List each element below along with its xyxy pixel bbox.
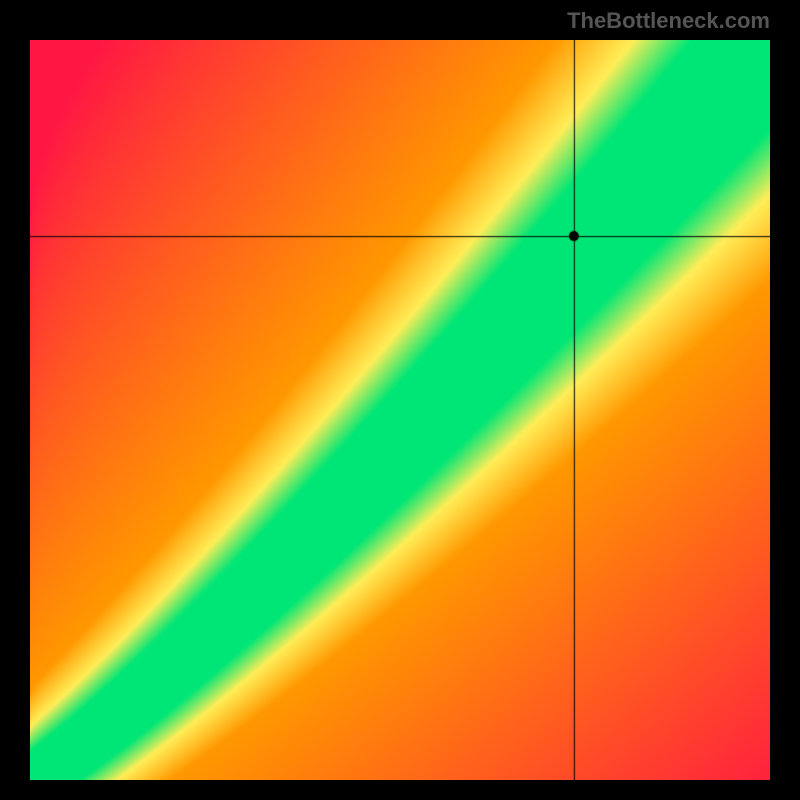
watermark-text: TheBottleneck.com	[567, 8, 770, 34]
heatmap-canvas	[30, 40, 770, 780]
heatmap-chart	[30, 40, 770, 780]
